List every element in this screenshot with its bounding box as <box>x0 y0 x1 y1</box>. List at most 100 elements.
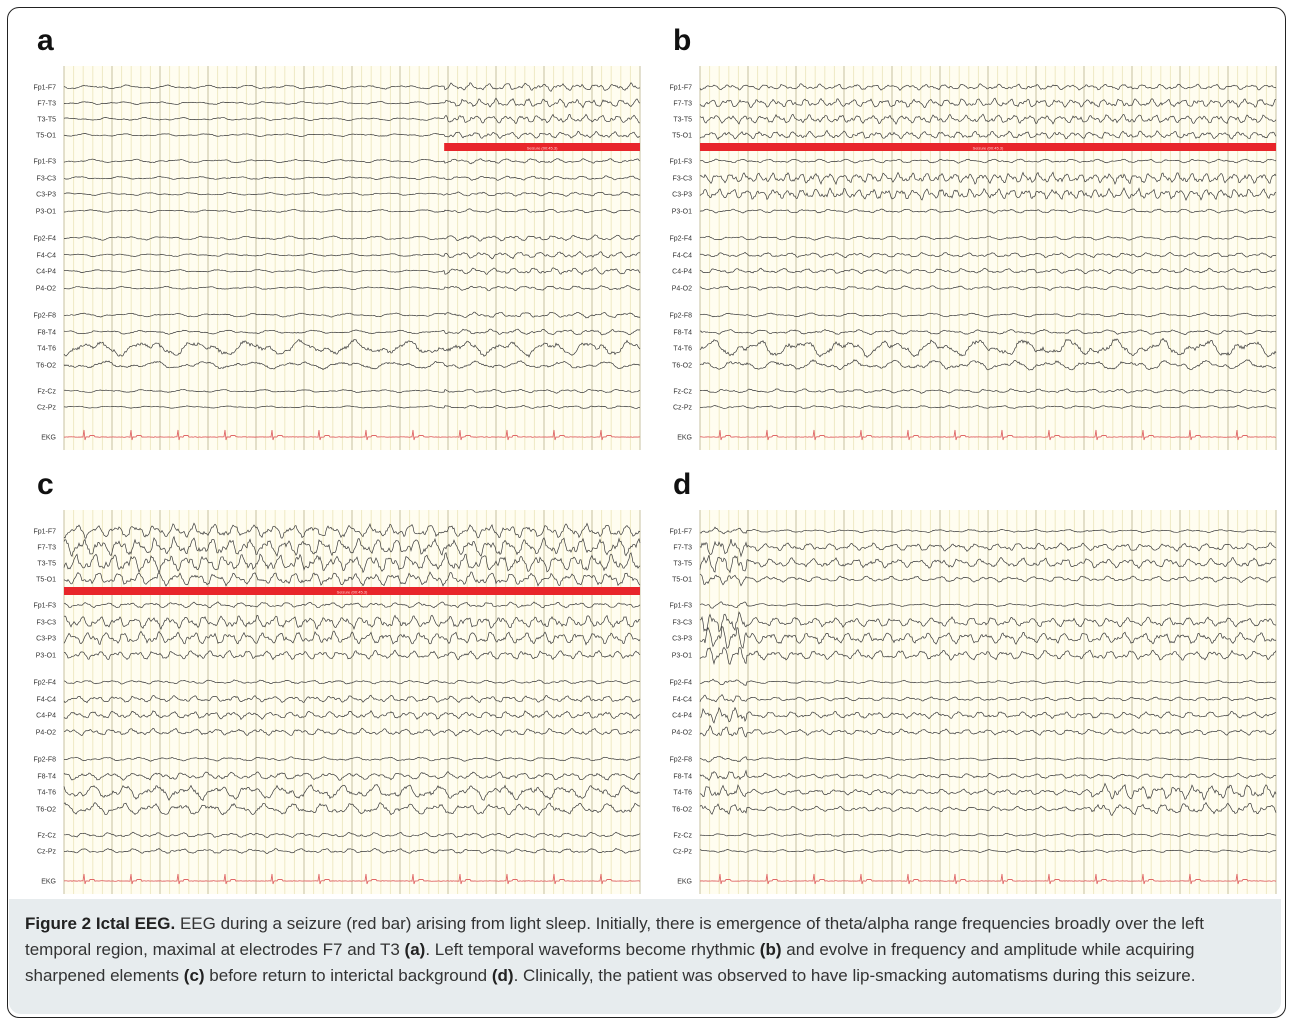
channel-label: T5-O1 <box>36 133 56 140</box>
eeg-trace <box>64 831 641 839</box>
caption-ref-c: (c) <box>183 966 205 985</box>
figure-caption: Figure 2 Ictal EEG. EEG during a seizure… <box>9 899 1281 1014</box>
eeg-trace <box>64 649 641 661</box>
eeg-trace <box>699 646 1277 665</box>
channel-label: F8-T4 <box>37 330 56 337</box>
eeg-trace <box>699 611 1277 633</box>
channel-label: EKG <box>677 435 692 442</box>
channel-label: P3-O1 <box>672 209 692 216</box>
eeg-trace <box>63 267 641 276</box>
ekg-trace <box>63 873 641 885</box>
eeg-trace <box>699 337 1277 358</box>
eeg-trace-plot: Seizure (00:45.3) Fp1-F7 F7-T3 T3-T5 T5-O1 Fp… <box>669 66 1277 450</box>
eeg-trace <box>63 551 641 574</box>
channel-label: C4-P4 <box>36 713 56 720</box>
eeg-trace <box>63 784 641 802</box>
eeg-trace <box>63 727 641 737</box>
eeg-trace <box>699 129 1277 140</box>
eeg-trace <box>699 97 1277 109</box>
channel-label: P4-O2 <box>672 286 692 293</box>
caption-text: EEG during a seizure (red bar) arising f… <box>25 914 1204 959</box>
eeg-trace <box>63 82 641 92</box>
eeg-trace <box>699 158 1277 164</box>
channel-label: T6-O2 <box>36 807 56 814</box>
eeg-trace <box>699 235 1276 241</box>
eeg-trace <box>63 405 641 409</box>
eeg-trace <box>699 312 1277 318</box>
channel-label: C3-P3 <box>36 192 56 199</box>
channel-label: Fp2-F4 <box>33 236 56 243</box>
eeg-trace <box>699 328 1277 336</box>
channel-label: Fp1-F3 <box>669 159 692 166</box>
channel-label: Fz-Cz <box>37 389 56 396</box>
seizure-bar <box>700 143 1276 151</box>
panel-label: a <box>37 24 54 57</box>
caption-text: . Left temporal waveforms become rhythmi… <box>425 940 760 959</box>
channel-label: F7-T3 <box>37 101 56 108</box>
channel-label: Cz-Pz <box>37 405 57 412</box>
eeg-trace <box>699 285 1277 291</box>
eeg-panel-b: b Seizure (00:45.3) Fp1-F7 F7-T3 T3-T5 T5-O1… <box>656 22 1284 452</box>
channel-label: Cz-Pz <box>37 849 57 856</box>
eeg-trace <box>699 724 1277 738</box>
channel-label: C3-P3 <box>36 636 56 643</box>
eeg-trace-plot: Seizure (00:45.3) Fp1-F7 F7-T3 T3-T5 T5-O1 Fp… <box>33 510 641 894</box>
channel-label: Fp1-F3 <box>669 603 692 610</box>
eeg-trace <box>699 801 1277 817</box>
channel-label: T3-T5 <box>37 117 56 124</box>
channel-label: P3-O1 <box>36 653 56 660</box>
channel-label: F4-C4 <box>673 253 693 260</box>
channel-label: Fp2-F8 <box>33 313 56 320</box>
channel-label: Fp1-F3 <box>33 159 56 166</box>
caption-ref-d: (d) <box>491 966 514 985</box>
eeg-trace <box>699 755 1277 763</box>
channel-label: Fz-Cz <box>673 389 692 396</box>
channel-label: P4-O2 <box>672 730 692 737</box>
eeg-trace <box>699 526 1277 535</box>
caption-text: and evolve in frequency and amplitude wh… <box>25 940 1195 985</box>
caption-ref-b: (b) <box>759 940 782 959</box>
channel-label: F4-C4 <box>673 697 693 704</box>
caption-text: before return to interictal background <box>204 966 492 985</box>
channel-label: T6-O2 <box>672 807 692 814</box>
channel-label: P3-O1 <box>36 209 56 216</box>
channel-label: T6-O2 <box>672 363 692 370</box>
channel-label: T5-O1 <box>36 577 56 584</box>
channel-label: C3-P3 <box>672 636 692 643</box>
eeg-trace <box>64 756 641 762</box>
channel-label: C4-P4 <box>36 269 56 276</box>
channel-label: F7-T3 <box>673 101 692 108</box>
channel-label: Fp1-F7 <box>33 85 56 92</box>
channel-label: F7-T3 <box>673 545 692 552</box>
eeg-trace <box>63 360 641 371</box>
eeg-trace <box>63 158 641 165</box>
channel-label: F8-T4 <box>673 330 692 337</box>
channel-label: EKG <box>41 879 56 886</box>
panel-label: b <box>673 24 692 57</box>
eeg-trace <box>63 338 641 358</box>
eeg-trace <box>63 694 641 704</box>
ekg-trace <box>699 429 1277 441</box>
channel-label: T4-T6 <box>37 346 56 353</box>
channel-label: Fp2-F4 <box>669 680 692 687</box>
eeg-trace <box>63 97 641 109</box>
eeg-trace <box>699 251 1277 258</box>
eeg-trace <box>699 849 1277 853</box>
seizure-bar <box>64 587 640 595</box>
eeg-trace <box>63 522 641 539</box>
eeg-trace <box>63 614 641 631</box>
eeg-trace <box>699 706 1277 724</box>
eeg-trace <box>699 405 1277 409</box>
eeg-panel-a: a Seizure (00:45.3) Fp1-F7 F7-T3 T3-T5 T5-O1… <box>20 22 648 452</box>
eeg-trace <box>699 626 1277 649</box>
channel-label: F3-C3 <box>37 176 57 183</box>
panel-label: c <box>37 468 54 501</box>
channel-label: P4-O2 <box>36 286 56 293</box>
eeg-trace <box>63 847 641 854</box>
eeg-trace <box>63 328 641 336</box>
caption-label: Figure 2 Ictal EEG. <box>25 914 176 933</box>
channel-label: Fp1-F7 <box>669 85 692 92</box>
channel-label: F7-T3 <box>37 545 56 552</box>
eeg-trace <box>63 130 641 140</box>
channel-label: F4-C4 <box>37 697 57 704</box>
